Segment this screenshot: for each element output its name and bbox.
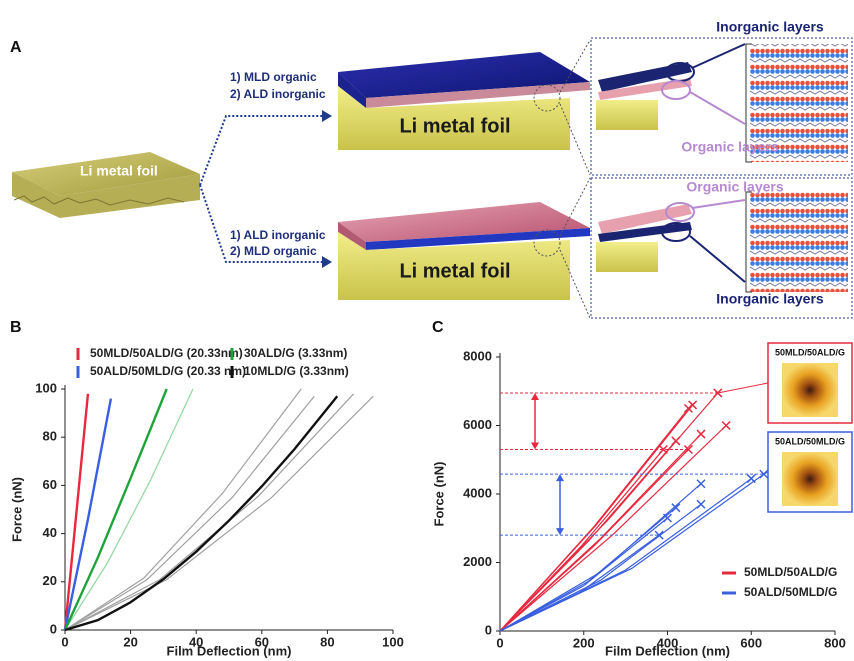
data-line — [65, 396, 373, 630]
x-tick-label: 200 — [573, 635, 595, 650]
y-tick-label: 8000 — [463, 348, 492, 363]
inset-image — [782, 452, 838, 506]
data-line — [65, 389, 167, 630]
legend-label: 50MLD/50ALD/G — [744, 565, 837, 579]
foil-label: Li metal foil — [399, 115, 510, 137]
legend-label: 50MLD/50ALD/G (20.33nm) — [90, 346, 243, 360]
data-line — [65, 394, 88, 630]
layer-label: Organic layers — [681, 139, 778, 155]
x-tick-label: 800 — [824, 635, 846, 650]
y-tick-label: 60 — [43, 477, 57, 492]
arrow-head — [322, 110, 332, 122]
legend-label: 50ALD/50MLD/G (20.33 nm) — [90, 364, 246, 378]
foil-label: Li metal foil — [80, 163, 158, 179]
data-line — [65, 389, 301, 630]
y-tick-label: 4000 — [463, 485, 492, 500]
x-axis-label: Film Deflection (nm) — [167, 643, 292, 658]
coated-foil-bottom — [338, 178, 590, 318]
y-tick-label: 0 — [50, 621, 57, 636]
x-tick-label: 600 — [740, 635, 762, 650]
figure: A Li metal foil 1) MLD organic 2) ALD in… — [0, 0, 854, 661]
point-marker — [722, 422, 730, 430]
data-line — [65, 399, 111, 630]
y-tick-label: 40 — [43, 525, 57, 540]
x-axis-label: Film Deflection (nm) — [605, 643, 730, 658]
x-tick-label: 100 — [382, 634, 404, 649]
y-tick-label: 6000 — [463, 417, 492, 432]
foil-label: Li metal foil — [399, 260, 510, 282]
data-line — [500, 434, 701, 631]
y-tick-label: 0 — [485, 622, 492, 637]
data-line — [65, 396, 314, 630]
coated-foil-top — [338, 40, 590, 175]
y-tick-label: 20 — [43, 573, 57, 588]
y-tick-label: 100 — [35, 380, 57, 395]
arrow-head — [322, 256, 332, 268]
y-tick-label: 80 — [43, 429, 57, 444]
step-label: 1) ALD inorganic — [230, 228, 326, 242]
legend-label: 50ALD/50MLD/G — [744, 585, 837, 599]
point-marker — [672, 437, 680, 445]
panel-label: B — [10, 319, 22, 336]
x-tick-label: 0 — [61, 634, 68, 649]
step-label: 1) MLD organic — [230, 70, 317, 84]
layer-label: Organic layers — [686, 179, 783, 195]
point-marker — [697, 500, 705, 508]
layer-label: Inorganic layers — [716, 19, 824, 35]
x-tick-label: 80 — [320, 634, 334, 649]
y-axis-label: Force (nN) — [431, 462, 446, 527]
point-marker — [697, 480, 705, 488]
inset-label: 50MLD/50ALD/G — [775, 347, 845, 357]
point-marker — [697, 430, 705, 438]
data-line — [500, 484, 701, 631]
point-marker — [684, 404, 692, 412]
layer-label: Inorganic layers — [716, 291, 824, 307]
x-tick-label: 0 — [496, 635, 503, 650]
inset-connector — [718, 383, 768, 393]
legend-label: 30ALD/G (3.33nm) — [244, 346, 347, 360]
step-label: 2) MLD organic — [230, 244, 317, 258]
data-line — [500, 508, 676, 631]
panel-label: C — [432, 319, 444, 336]
point-marker — [747, 475, 755, 483]
inset-label: 50ALD/50MLD/G — [775, 436, 845, 446]
x-tick-label: 20 — [123, 634, 137, 649]
data-line — [500, 479, 751, 631]
y-tick-label: 2000 — [463, 554, 492, 569]
y-axis-label: Force (nN) — [9, 477, 24, 542]
inset-image — [782, 363, 838, 417]
legend-label: 10MLD/G (3.33nm) — [244, 364, 349, 378]
panel-label: A — [10, 39, 22, 56]
step-label: 2) ALD inorganic — [230, 87, 326, 101]
